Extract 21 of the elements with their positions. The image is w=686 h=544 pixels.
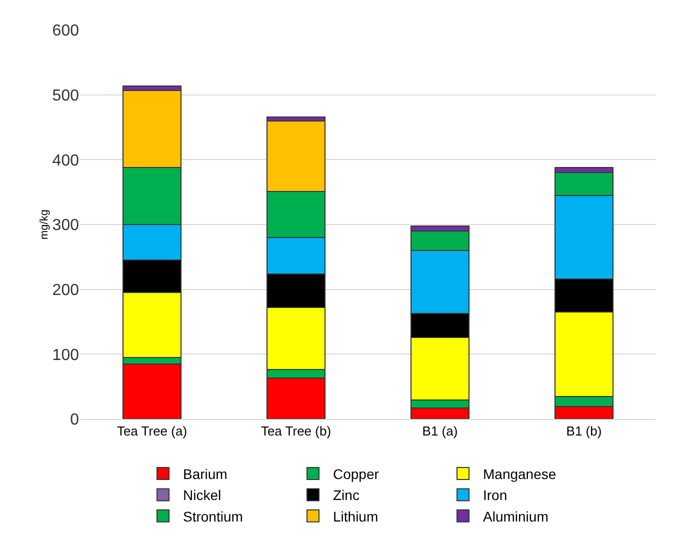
y-tick-label: 500 (52, 87, 80, 104)
y-tick-label: 400 (52, 152, 80, 170)
legend-label: Zinc (333, 487, 360, 504)
y-tick-label: 600 (52, 22, 80, 40)
legend-label: Strontium (183, 508, 243, 524)
legend-label: Barium (183, 466, 228, 482)
x-tick-label: B1 (b) (566, 424, 602, 439)
y-tick-label: 300 (52, 217, 80, 234)
x-tick-label: Tea Tree (b) (260, 424, 332, 439)
y-axis-title: mg/kg (38, 210, 50, 240)
y-tick-label: 0 (70, 412, 80, 429)
x-tick-label: Tea Tree (a) (116, 424, 188, 439)
legend-label: Copper (333, 466, 380, 482)
y-tick-label: 100 (52, 346, 80, 364)
legend-label: Manganese (483, 466, 556, 482)
legend-label: Nickel (183, 487, 222, 504)
legend-label: Aluminium (483, 508, 548, 524)
legend-label: Iron (483, 487, 508, 504)
x-tick-label: B1 (a) (422, 424, 458, 439)
y-tick-label: 200 (52, 282, 80, 299)
legend-label: Lithium (333, 508, 378, 524)
